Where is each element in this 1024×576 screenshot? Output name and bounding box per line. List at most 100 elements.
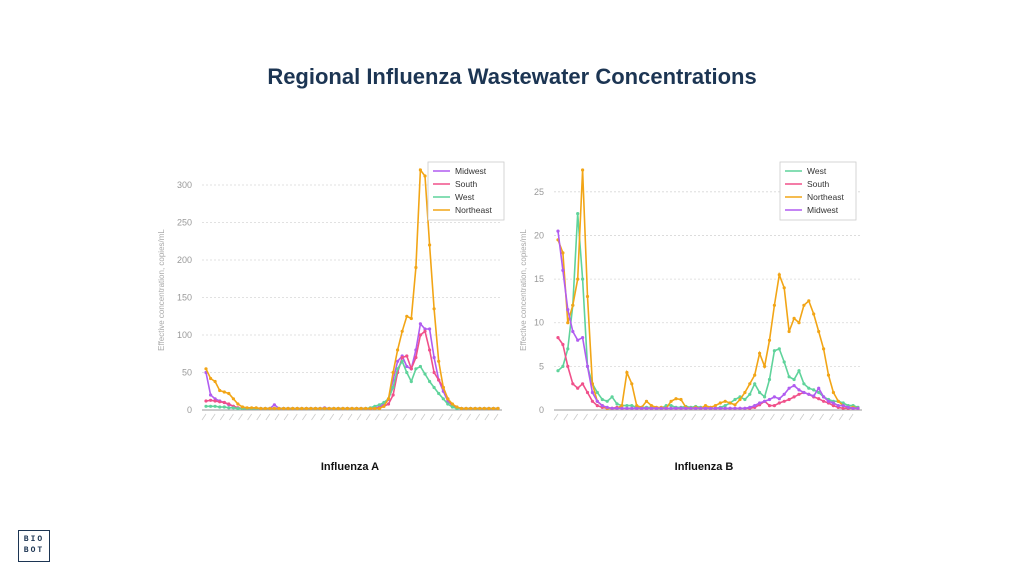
data-point <box>630 404 634 408</box>
x-tick <box>229 413 234 421</box>
data-point <box>409 316 413 321</box>
data-point <box>723 406 727 410</box>
data-point <box>240 405 245 409</box>
data-point <box>405 354 409 358</box>
data-point <box>600 397 604 402</box>
data-point <box>792 384 796 388</box>
x-tick <box>612 413 618 421</box>
data-point <box>812 394 816 398</box>
data-point <box>231 397 235 401</box>
data-point <box>418 333 422 337</box>
data-point <box>605 399 609 403</box>
data-point <box>282 406 286 411</box>
data-point <box>807 299 811 303</box>
data-point <box>782 392 786 396</box>
x-tick <box>632 413 638 421</box>
data-point <box>659 406 663 410</box>
data-point <box>571 303 575 307</box>
data-point <box>441 397 445 401</box>
data-point <box>405 364 409 369</box>
data-point <box>625 404 629 408</box>
data-point <box>763 395 767 399</box>
data-point <box>635 406 639 410</box>
data-point <box>464 406 468 411</box>
data-point <box>738 397 742 402</box>
x-tick <box>809 413 815 421</box>
data-point <box>423 372 427 376</box>
data-point <box>767 338 772 342</box>
data-point <box>703 404 708 408</box>
x-tick <box>402 413 408 421</box>
data-point <box>391 385 395 390</box>
data-point <box>414 367 418 371</box>
data-point <box>644 406 649 410</box>
data-point <box>355 406 359 411</box>
data-point <box>576 212 580 216</box>
data-point <box>423 327 427 331</box>
data-point <box>414 355 418 360</box>
x-tick <box>573 413 579 421</box>
legend-label: West <box>807 166 827 176</box>
data-point <box>625 406 629 410</box>
data-point <box>595 399 599 403</box>
x-tick <box>779 413 785 421</box>
data-point <box>566 364 570 368</box>
data-point <box>491 406 495 411</box>
data-point <box>576 386 580 390</box>
data-point <box>566 321 570 325</box>
data-point <box>777 347 781 351</box>
data-point <box>418 322 422 326</box>
data-point <box>831 401 835 405</box>
data-point <box>733 397 737 402</box>
data-point <box>822 399 826 403</box>
x-tick <box>375 413 380 421</box>
data-point <box>478 406 482 411</box>
logo-line-1: BIO <box>23 535 45 544</box>
data-point <box>817 386 821 390</box>
data-point <box>807 386 811 390</box>
data-point <box>336 406 340 411</box>
x-tick <box>740 413 746 421</box>
x-tick <box>438 413 444 421</box>
y-axis-label: Effective concentration, copies/mL <box>519 229 528 351</box>
data-point <box>409 379 413 384</box>
data-point <box>743 406 747 410</box>
data-point <box>432 385 436 390</box>
data-point <box>595 390 599 395</box>
data-point <box>689 406 693 410</box>
data-point <box>291 406 295 411</box>
x-tick <box>789 413 795 421</box>
y-tick-label: 10 <box>534 318 544 328</box>
data-point <box>669 399 673 403</box>
y-tick-label: 0 <box>187 405 192 415</box>
data-point <box>222 390 226 394</box>
data-point <box>797 369 801 373</box>
series-line-south <box>205 329 498 410</box>
data-point <box>777 397 781 401</box>
x-tick <box>848 413 854 421</box>
data-point <box>733 406 737 410</box>
data-point <box>767 404 772 408</box>
x-tick <box>750 413 756 421</box>
influenza-b-chart: Effective concentration, copies/mL 0 5 10 15… <box>519 161 862 421</box>
data-point <box>236 402 240 406</box>
data-point <box>792 316 796 320</box>
data-point <box>758 401 762 405</box>
data-point <box>664 406 668 410</box>
data-point <box>758 390 762 395</box>
x-tick <box>256 413 262 421</box>
data-point <box>345 406 349 411</box>
y-tick-label: 50 <box>182 368 192 378</box>
data-point <box>396 359 400 363</box>
data-point <box>405 314 409 318</box>
data-point <box>428 379 432 384</box>
influenza-a-caption: Influenza A <box>320 461 380 473</box>
data-point <box>753 373 757 377</box>
x-tick <box>770 413 775 421</box>
data-point <box>437 391 441 396</box>
data-point <box>767 377 772 382</box>
x-tick <box>347 413 353 421</box>
data-point <box>227 391 231 396</box>
data-point <box>590 399 594 403</box>
x-tick <box>760 413 765 421</box>
